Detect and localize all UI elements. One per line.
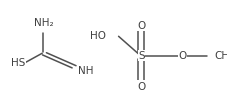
Text: O: O: [178, 51, 186, 61]
Text: NH₂: NH₂: [33, 18, 53, 28]
Text: CH₃: CH₃: [213, 51, 227, 61]
Text: O: O: [137, 81, 145, 91]
Text: HS: HS: [11, 58, 26, 68]
Text: NH: NH: [77, 65, 93, 75]
Text: O: O: [137, 21, 145, 31]
Text: HO: HO: [90, 31, 106, 41]
Text: S: S: [137, 51, 144, 61]
